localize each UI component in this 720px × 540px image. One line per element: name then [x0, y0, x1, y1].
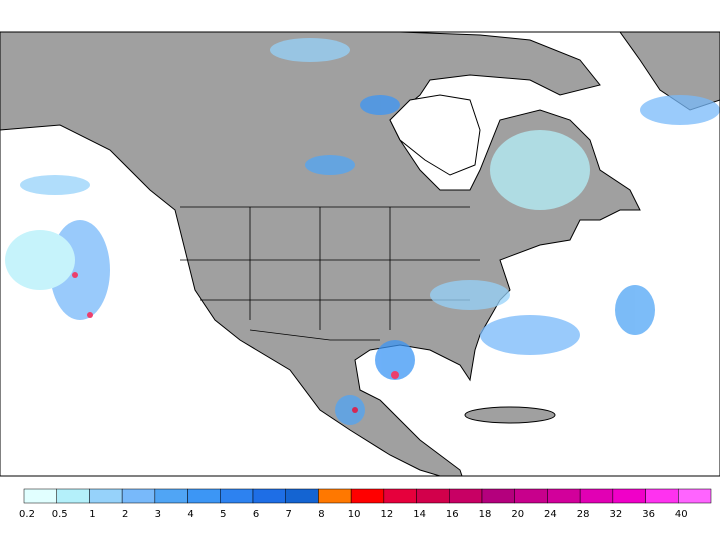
colorbar-swatch: [285, 488, 319, 504]
colorbar-swatch: [89, 488, 123, 504]
colorbar: 0.2 0.5 1 2 3 4 5 6 7 8 10 12 14 16 18 20 24 28 32 36 40: [19, 488, 712, 520]
colorbar-swatch: [481, 488, 515, 504]
colorbar-swatch: [154, 488, 188, 504]
colorbar-swatch: [383, 488, 417, 504]
colorbar-label: 24: [544, 509, 557, 520]
colorbar-swatch: [514, 488, 548, 504]
colorbar-label: 28: [577, 509, 590, 520]
colorbar-swatch: [612, 488, 646, 504]
colorbar-label: 18: [479, 509, 492, 520]
colorbar-swatch: [350, 488, 385, 504]
colorbar-swatch: [645, 488, 679, 504]
colorbar-swatch: [318, 488, 352, 504]
colorbar-swatch: [23, 488, 57, 504]
colorbar-label: 0.2: [19, 509, 35, 520]
colorbar-label: 5: [220, 509, 226, 520]
colorbar-label: 6: [253, 509, 259, 520]
colorbar-label: 12: [380, 509, 393, 520]
colorbar-label: 1: [89, 509, 95, 520]
colorbar-swatch: [252, 488, 286, 504]
cuba: [464, 406, 556, 424]
colorbar-label: 32: [609, 509, 622, 520]
colorbar-swatch: [579, 488, 614, 504]
colorbar-label: 3: [155, 509, 161, 520]
colorbar-label: 0.5: [52, 509, 68, 520]
borders: [180, 206, 480, 341]
colorbar-label: 40: [675, 509, 688, 520]
map: [0, 31, 720, 477]
colorbar-label: 4: [187, 509, 193, 520]
map-frame: [0, 31, 720, 477]
hudson-bay: [389, 94, 481, 176]
colorbar-label: 10: [348, 509, 361, 520]
colorbar-swatch: [678, 488, 712, 504]
colorbar-swatch: [547, 488, 581, 504]
colorbar-swatch: [416, 488, 450, 504]
colorbar-swatch: [187, 488, 221, 504]
precipitation: [5, 38, 720, 425]
colorbar-label: 16: [446, 509, 459, 520]
colorbar-label: 8: [318, 509, 324, 520]
colorbar-label: 36: [642, 509, 655, 520]
colorbar-swatch: [220, 488, 254, 504]
colorbar-swatch: [449, 488, 483, 504]
colorbar-label: 7: [286, 509, 292, 520]
colorbar-swatch: [121, 488, 156, 504]
colorbar-label: 20: [511, 509, 524, 520]
colorbar-swatch: [56, 488, 90, 504]
colorbar-label: 2: [122, 509, 128, 520]
colorbar-label: 14: [413, 509, 426, 520]
